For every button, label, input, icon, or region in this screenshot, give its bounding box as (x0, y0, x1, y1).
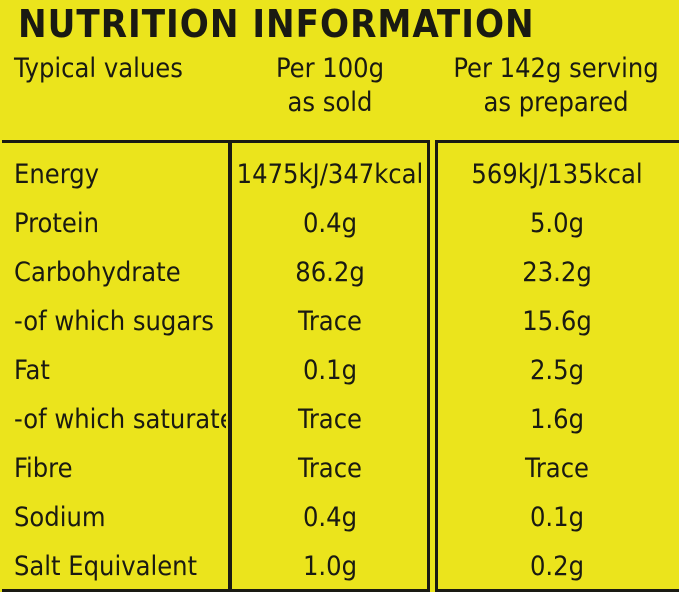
row-value: 0.2g (529, 551, 585, 582)
title: NUTRITION INFORMATION (18, 2, 535, 46)
column-box (435, 140, 679, 592)
row-label: -of which sugars (14, 306, 214, 337)
row-label: Salt Equivalent (14, 551, 198, 582)
header-cell: Typical values (14, 53, 183, 84)
column-box (229, 140, 430, 592)
header-cell: Per 100g as sold (275, 53, 385, 118)
row-value: Trace (297, 404, 363, 435)
row-label: Energy (14, 159, 99, 190)
row-value: 1475kJ/347kcal (236, 159, 424, 190)
row-label: Fat (14, 355, 50, 386)
row-value: 0.4g (302, 502, 358, 533)
header-cell: Per 142g serving as prepared (453, 53, 659, 118)
row-value: 5.0g (529, 208, 585, 239)
row-value: 0.1g (529, 502, 585, 533)
row-value: 23.2g (522, 257, 592, 288)
row-value: Trace (524, 453, 590, 484)
row-label: Carbohydrate (14, 257, 181, 288)
row-value: 86.2g (295, 257, 365, 288)
row-value: 2.5g (529, 355, 585, 386)
row-label: Protein (14, 208, 100, 239)
row-value: 15.6g (522, 306, 592, 337)
row-label: Fibre (14, 453, 73, 484)
row-value: Trace (297, 453, 363, 484)
row-label: -of which saturates (14, 404, 226, 435)
row-value: 1.6g (529, 404, 585, 435)
row-value: 1.0g (302, 551, 358, 582)
row-value: 569kJ/135kcal (471, 159, 643, 190)
row-label: Sodium (14, 502, 106, 533)
row-value: 0.4g (302, 208, 358, 239)
row-value: 0.1g (302, 355, 358, 386)
row-value: Trace (297, 306, 363, 337)
